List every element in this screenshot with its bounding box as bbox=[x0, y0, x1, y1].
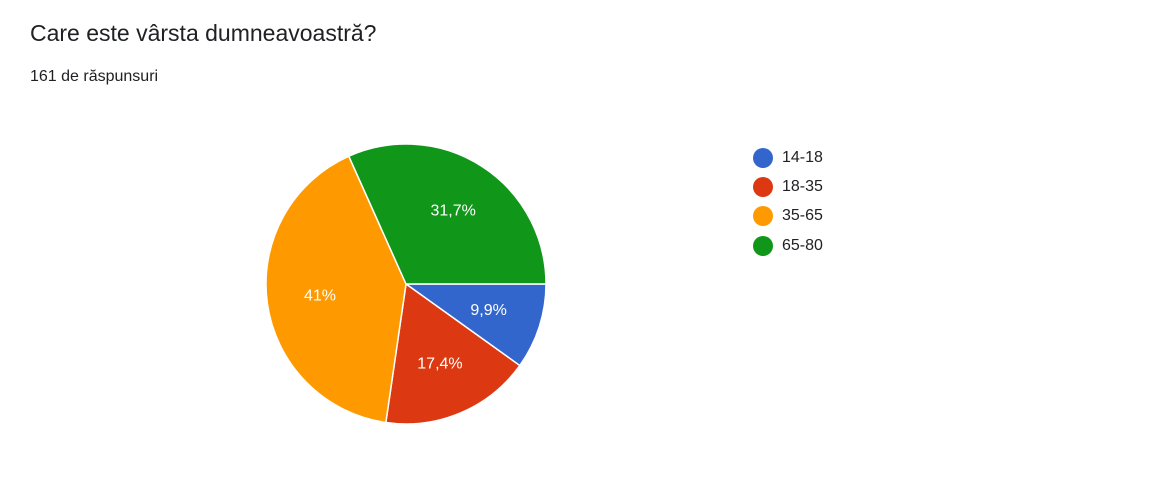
legend-item-18-35[interactable]: 18-35 bbox=[753, 172, 823, 201]
legend-swatch-icon bbox=[753, 147, 773, 168]
legend-label: 18-35 bbox=[782, 177, 823, 195]
legend-item-14-18[interactable]: 14-18 bbox=[753, 143, 823, 172]
slice-label-65-80: 31,7% bbox=[431, 203, 476, 220]
legend-item-35-65[interactable]: 35-65 bbox=[753, 202, 823, 231]
slice-label-18-35: 17,4% bbox=[417, 355, 462, 372]
legend-swatch-icon bbox=[753, 176, 773, 197]
legend-label: 65-80 bbox=[782, 236, 823, 254]
pie-slice-14-18[interactable] bbox=[403, 283, 547, 367]
pie-slice-labels: 9,9% 17,4% 41% 31,7% bbox=[304, 203, 507, 373]
chart-legend: 14-18 18-35 35-65 65-80 bbox=[753, 143, 823, 260]
legend-label: 35-65 bbox=[782, 207, 823, 225]
legend-swatch-icon bbox=[753, 235, 773, 256]
response-count: 161 de răspunsuri bbox=[30, 68, 159, 85]
legend-label: 14-18 bbox=[782, 148, 823, 166]
pie-slices bbox=[265, 143, 547, 425]
pie-slice-18-35[interactable] bbox=[384, 282, 521, 425]
legend-item-65-80[interactable]: 65-80 bbox=[753, 231, 823, 260]
pie-slice-35-65[interactable] bbox=[265, 155, 407, 424]
slice-label-35-65: 41% bbox=[304, 287, 336, 304]
legend-swatch-icon bbox=[753, 206, 773, 227]
question-title: Care este vârsta dumneavoastră? bbox=[30, 20, 377, 46]
pie-slice-65-80[interactable] bbox=[347, 143, 547, 285]
slice-label-14-18: 9,9% bbox=[470, 302, 506, 319]
